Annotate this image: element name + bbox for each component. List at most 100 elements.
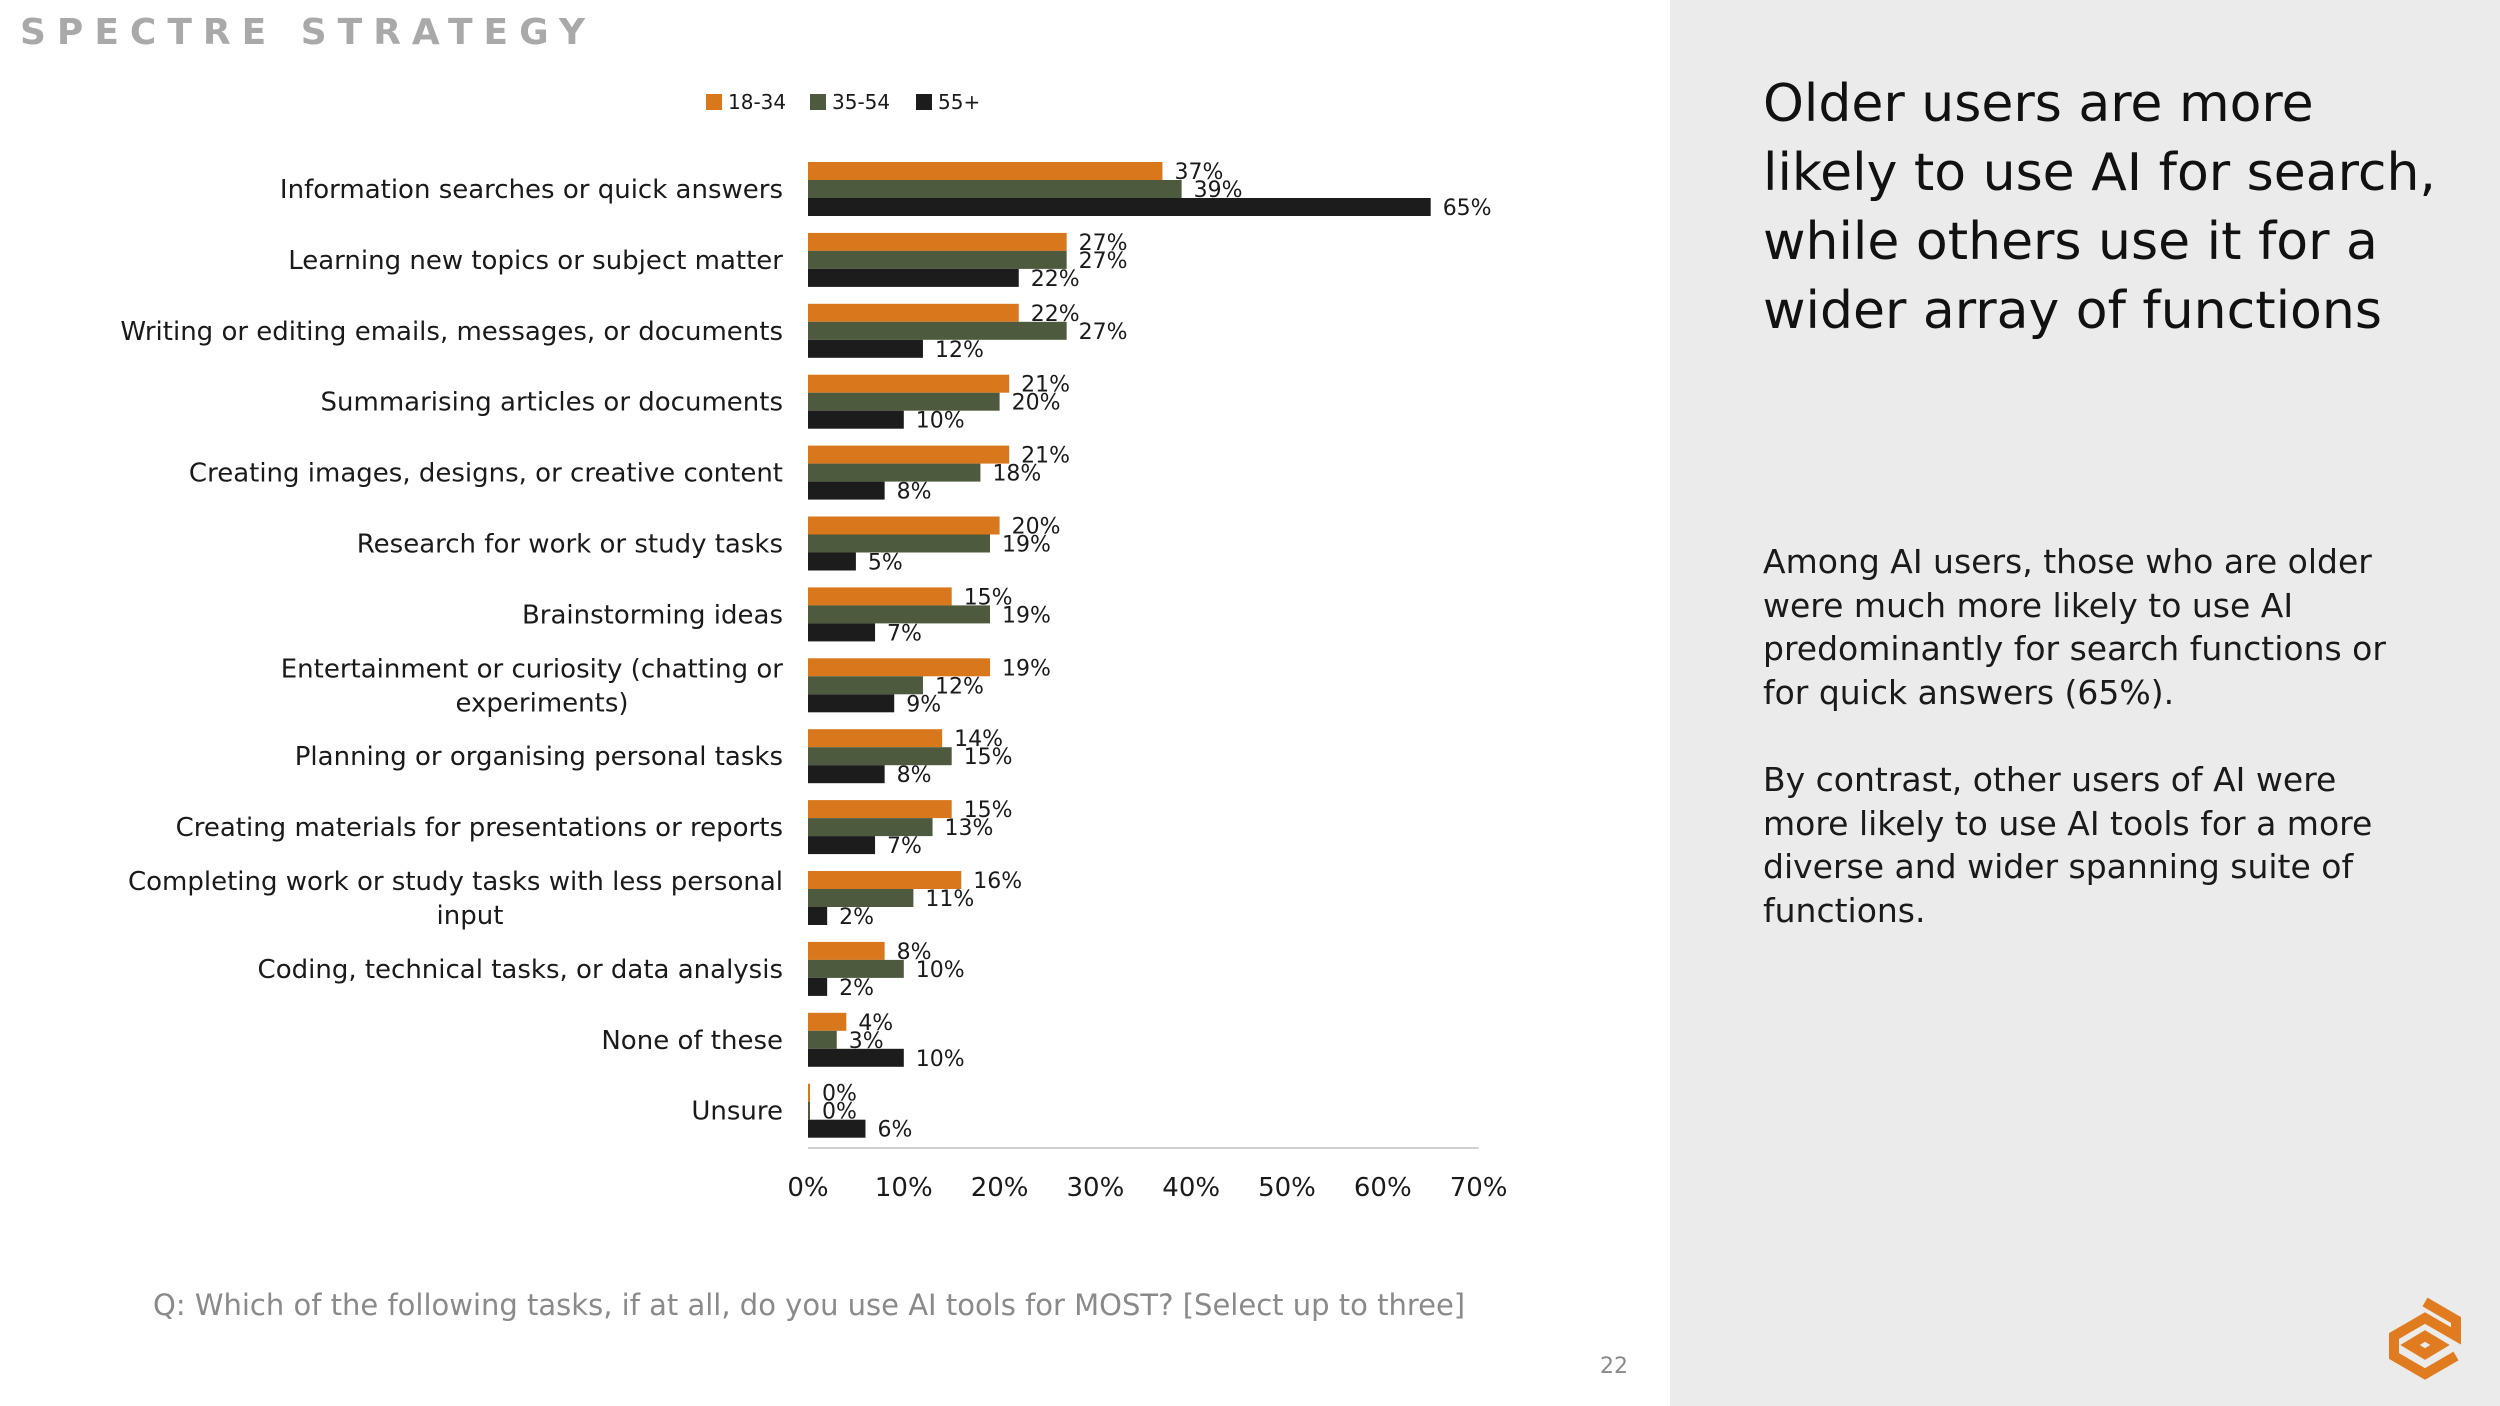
bar-55+-0 <box>808 198 1431 216</box>
headline: Older users are more likely to use AI fo… <box>1763 74 2436 341</box>
bar-18-34-3 <box>808 374 1010 393</box>
x-tick-label-4: 40% <box>1162 1173 1220 1203</box>
value-label-55+-0: 65% <box>1443 196 1492 221</box>
value-label-18-34-8: 14% <box>954 727 1003 752</box>
bar-chart: 18-34 35-54 55+37%39%65%Information search… <box>120 90 1508 1203</box>
value-label-55+-6: 7% <box>887 621 922 646</box>
bar-18-34-2 <box>808 303 1019 322</box>
value-label-35-54-5: 19% <box>1002 533 1051 558</box>
value-label-18-34-13: 0% <box>822 1082 857 1107</box>
value-label-55+-11: 2% <box>839 976 874 1001</box>
category-label-12: None of these <box>601 1026 783 1056</box>
bar-35-54-10 <box>808 889 914 907</box>
x-tick-label-0: 0% <box>787 1173 828 1203</box>
value-label-55+-5: 5% <box>868 551 903 576</box>
legend-label-18-34: 18-34 <box>728 90 786 114</box>
body-paragraph-1: Among AI users, those who are older were… <box>1763 542 2386 712</box>
bar-55+-4 <box>808 481 885 500</box>
bar-18-34-12 <box>808 1012 847 1031</box>
bar-55+-13 <box>808 1119 866 1138</box>
value-label-18-34-1: 27% <box>1079 231 1128 256</box>
spectre-logo-icon <box>2389 1297 2461 1380</box>
value-label-55+-3: 10% <box>916 409 965 434</box>
value-label-18-34-3: 21% <box>1021 373 1070 398</box>
x-tick-label-3: 30% <box>1067 1173 1125 1203</box>
bar-35-54-12 <box>808 1030 837 1049</box>
legend-swatch-35-54 <box>810 94 826 110</box>
category-label-2: Writing or editing emails, messages, or … <box>120 317 783 347</box>
value-label-35-54-2: 27% <box>1079 320 1128 345</box>
bar-55+-3 <box>808 410 904 429</box>
bar-35-54-8 <box>808 747 952 766</box>
bar-35-54-13 <box>808 1101 810 1120</box>
legend-label-35-54: 35-54 <box>832 90 890 114</box>
bar-18-34-13 <box>808 1083 810 1102</box>
bar-55+-10 <box>808 907 828 925</box>
value-label-35-54-6: 19% <box>1002 603 1051 628</box>
bar-18-34-4 <box>808 445 1010 464</box>
bar-18-34-5 <box>808 516 1000 535</box>
category-label-6: Brainstorming ideas <box>522 600 783 630</box>
bar-18-34-7 <box>808 658 991 677</box>
value-label-35-54-11: 10% <box>916 958 965 983</box>
value-label-35-54-4: 18% <box>992 462 1041 487</box>
category-label-0: Information searches or quick answers <box>280 175 783 205</box>
category-label-4: Creating images, designs, or creative co… <box>189 459 783 489</box>
value-label-55+-12: 10% <box>916 1047 965 1072</box>
category-label-3: Summarising articles or documents <box>321 388 783 418</box>
brand-wordmark: SPECTRE STRATEGY <box>20 12 596 53</box>
x-tick-label-2: 20% <box>971 1173 1029 1203</box>
x-tick-label-6: 60% <box>1354 1173 1412 1203</box>
legend-swatch-55+ <box>916 94 932 110</box>
legend-label-55+: 55+ <box>938 90 980 114</box>
bar-18-34-8 <box>808 729 943 748</box>
bar-35-54-6 <box>808 605 991 624</box>
bar-18-34-10 <box>808 871 962 889</box>
x-tick-label-5: 50% <box>1258 1173 1316 1203</box>
bar-55+-6 <box>808 623 876 642</box>
survey-question: Q: Which of the following tasks, if at a… <box>153 1288 1466 1322</box>
value-label-18-34-9: 15% <box>964 798 1013 823</box>
value-label-35-54-10: 11% <box>925 887 974 912</box>
value-label-55+-13: 6% <box>877 1118 912 1143</box>
category-label-10-line2: input <box>437 901 504 931</box>
bar-55+-12 <box>808 1048 904 1067</box>
bar-18-34-11 <box>808 941 885 960</box>
category-label-13: Unsure <box>691 1097 783 1127</box>
value-label-55+-10: 2% <box>839 905 874 930</box>
value-label-55+-4: 8% <box>897 480 932 505</box>
category-label-9: Creating materials for presentations or … <box>176 813 783 843</box>
value-label-55+-7: 9% <box>906 692 941 717</box>
category-label-7-line2: experiments) <box>455 688 628 718</box>
value-label-55+-8: 8% <box>897 763 932 788</box>
bar-35-54-5 <box>808 534 991 553</box>
value-label-18-34-5: 20% <box>1012 515 1061 540</box>
value-label-35-54-9: 13% <box>945 816 994 841</box>
bar-35-54-11 <box>808 959 904 978</box>
bar-55+-5 <box>808 552 856 571</box>
bar-55+-7 <box>808 694 895 713</box>
bar-55+-1 <box>808 268 1019 287</box>
value-label-55+-1: 22% <box>1031 267 1080 292</box>
bar-18-34-6 <box>808 587 952 606</box>
category-label-11: Coding, technical tasks, or data analysi… <box>258 955 783 985</box>
value-label-18-34-0: 37% <box>1174 160 1223 185</box>
value-label-55+-9: 7% <box>887 834 922 859</box>
value-label-18-34-10: 16% <box>973 869 1022 894</box>
category-label-7: Entertainment or curiosity (chatting or <box>281 654 784 684</box>
x-tick-label-7: 70% <box>1450 1173 1508 1203</box>
category-label-1: Learning new topics or subject matter <box>288 246 783 276</box>
bar-35-54-3 <box>808 392 1000 411</box>
insight-panel <box>1670 0 2500 1406</box>
x-tick-label-1: 10% <box>875 1173 933 1203</box>
value-label-35-54-7: 12% <box>935 674 984 699</box>
bar-55+-9 <box>808 836 876 855</box>
category-label-10: Completing work or study tasks with less… <box>128 867 783 897</box>
bar-55+-2 <box>808 339 923 358</box>
value-label-35-54-3: 20% <box>1012 391 1061 416</box>
value-label-35-54-8: 15% <box>964 745 1013 770</box>
value-label-55+-2: 12% <box>935 338 984 363</box>
bar-35-54-0 <box>808 180 1182 198</box>
bar-35-54-7 <box>808 676 923 695</box>
legend-swatch-18-34 <box>706 94 722 110</box>
